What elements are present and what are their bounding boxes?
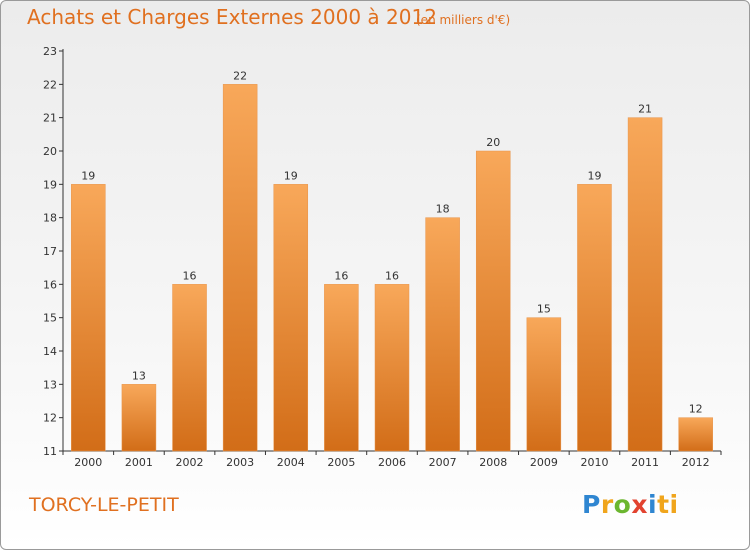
bar (71, 184, 106, 452)
data-label: 19 (284, 169, 298, 182)
data-label: 18 (436, 203, 450, 216)
y-tick-label: 17 (43, 245, 57, 258)
bar (121, 384, 157, 452)
y-tick-label: 19 (43, 178, 57, 191)
bar (577, 184, 612, 452)
logo-letter: i (648, 490, 658, 519)
data-label: 16 (183, 269, 197, 282)
bar (425, 217, 460, 452)
data-label: 21 (638, 103, 652, 116)
chart-subtitle: (en milliers d'€) (416, 13, 511, 27)
bar (374, 284, 410, 452)
logo-letter: o (613, 490, 632, 519)
logo-letter: r (600, 490, 614, 519)
data-label: 19 (587, 169, 601, 182)
x-tick-label: 2009 (530, 456, 558, 469)
logo-letter: P (582, 490, 601, 519)
y-tick-label: 11 (43, 445, 57, 458)
x-tick-label: 2002 (176, 456, 204, 469)
x-tick-label: 2007 (429, 456, 457, 469)
logo-letter: x (631, 490, 648, 519)
city-name: TORCY-LE-PETIT (29, 494, 179, 516)
y-tick-label: 18 (43, 212, 57, 225)
data-label: 13 (132, 369, 146, 382)
bar (222, 84, 258, 452)
logo-letter: ti (657, 490, 679, 519)
y-tick-label: 21 (43, 112, 57, 125)
chart-title: Achats et Charges Externes 2000 à 2012 (27, 5, 437, 29)
data-label: 15 (537, 303, 551, 316)
x-tick-label: 2003 (226, 456, 254, 469)
y-tick-label: 16 (43, 278, 57, 291)
data-label: 16 (334, 269, 348, 282)
y-tick-label: 13 (43, 378, 57, 391)
x-tick-label: 2011 (631, 456, 659, 469)
bar (273, 184, 309, 452)
bar (627, 117, 663, 452)
data-label: 19 (81, 169, 95, 182)
x-tick-label: 2000 (74, 456, 102, 469)
data-label: 22 (233, 69, 247, 82)
bar (324, 284, 359, 452)
axes: 11 12 13 14 15 16 17 18 19 20 21 22 23 2000 2001 2002 20… (43, 45, 722, 469)
y-tick-label: 14 (43, 345, 57, 358)
data-label: 20 (486, 136, 500, 149)
bar (678, 417, 713, 452)
x-tick-label: 2012 (682, 456, 710, 469)
bars (71, 84, 713, 452)
x-tick-label: 2008 (479, 456, 507, 469)
y-tick-label: 23 (43, 45, 57, 58)
x-tick-label: 2004 (277, 456, 305, 469)
proxiti-logo: Proxiti (582, 490, 679, 519)
x-tick-label: 2006 (378, 456, 406, 469)
data-labels: 19 13 16 22 19 16 16 18 20 15 19 21 12 (81, 69, 702, 415)
bar (475, 150, 511, 452)
y-tick-label: 12 (43, 412, 57, 425)
data-label: 16 (385, 269, 399, 282)
x-tick-label: 2001 (125, 456, 153, 469)
y-tick-label: 15 (43, 312, 57, 325)
y-tick-label: 22 (43, 78, 57, 91)
bar (526, 317, 562, 452)
y-tick-label: 20 (43, 145, 57, 158)
x-tick-label: 2010 (580, 456, 608, 469)
x-tick-label: 2005 (327, 456, 355, 469)
data-label: 12 (689, 403, 703, 416)
bar (172, 284, 207, 452)
